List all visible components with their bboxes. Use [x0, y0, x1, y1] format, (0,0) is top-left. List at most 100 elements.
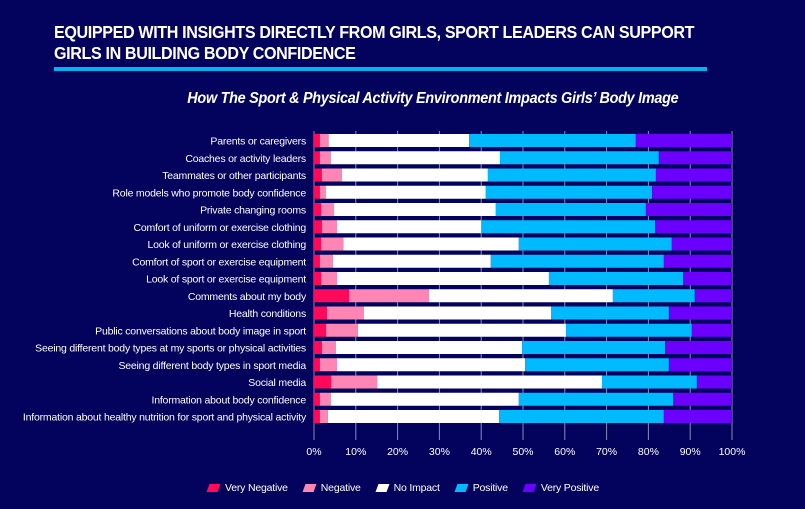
bar-segment-very-negative [314, 254, 320, 268]
bar-row [314, 306, 732, 320]
bar-segment-very-negative [314, 134, 320, 147]
bar-segment-very-positive [671, 237, 732, 251]
bar-segment-positive [490, 254, 664, 268]
bar-segment-positive [522, 341, 666, 354]
bar-segment-very-negative [314, 272, 322, 285]
legend-swatch [302, 484, 317, 492]
bar-segment-very-negative [314, 168, 322, 182]
legend-item: Negative [302, 482, 361, 494]
legend-label: Negative [320, 482, 361, 494]
bar-segment-very-positive [694, 289, 732, 303]
category-label: Comfort of sport or exercise equipment [132, 256, 306, 268]
headline: EQUIPPED WITH INSIGHTS DIRECTLY FROM GIR… [54, 22, 695, 64]
bar-segment-negative [319, 358, 337, 372]
category-label: Seeing different body types at my sports… [35, 343, 306, 355]
bar-segment-very-positive [668, 306, 732, 320]
bar-segment-negative [319, 151, 331, 165]
bar-segment-no-impact [363, 306, 552, 320]
bar-segment-very-negative [314, 375, 332, 389]
bar-segment-negative [321, 168, 343, 182]
bar-segment-very-positive [655, 168, 732, 182]
bar-segment-negative [319, 185, 326, 199]
legend: Very Negative Negative No Impact Positive Ve… [0, 482, 805, 494]
bar-segment-negative [326, 306, 364, 320]
bar-segment-negative [319, 134, 329, 147]
x-tick-label: 100% [719, 446, 746, 458]
bar-segment-no-impact [330, 392, 519, 406]
bar-segment-positive [495, 203, 646, 216]
bar-segment-no-impact [335, 341, 523, 354]
bar-segment-very-positive [635, 134, 732, 147]
bar-segment-very-positive [663, 410, 732, 423]
x-tick-label: 20% [387, 446, 408, 458]
x-tick-label: 40% [471, 446, 492, 458]
x-tick-label: 70% [596, 446, 617, 458]
category-label: Information about healthy nutrition for … [23, 412, 307, 424]
legend-swatch [454, 484, 469, 492]
bar-segment-very-positive [673, 392, 732, 406]
bar-segment-no-impact [357, 323, 567, 337]
bar-segment-no-impact [325, 185, 486, 199]
category-label: Comments about my body [188, 291, 307, 303]
bar-segment-negative [319, 254, 333, 268]
bar-segment-no-impact [336, 358, 526, 372]
bar-segment-very-negative [314, 323, 327, 337]
headline-line-1: EQUIPPED WITH INSIGHTS DIRECTLY FROM GIR… [54, 22, 695, 42]
bar-row [314, 375, 732, 389]
bar-segment-positive [481, 220, 656, 234]
bar-row [314, 203, 732, 216]
chart-title: How The Sport & Physical Activity Enviro… [186, 90, 679, 107]
category-label: Comfort of uniform or exercise clothing [133, 222, 306, 234]
bar-row [314, 341, 732, 354]
legend-item: No Impact [375, 482, 440, 494]
bar-segment-very-negative [314, 220, 322, 234]
x-tick-label: 90% [680, 446, 701, 458]
legend-label: No Impact [393, 482, 440, 494]
bar-segment-very-positive [668, 358, 732, 372]
bar-segment-very-negative [314, 358, 320, 372]
chart-title-container: How The Sport & Physical Activity Enviro… [0, 90, 805, 108]
bar-row [314, 220, 732, 234]
bar-segment-very-negative [314, 410, 320, 423]
legend-label: Positive [472, 482, 508, 494]
category-label: Look of sport or exercise equipment [146, 274, 306, 286]
bar-segment-positive [612, 289, 695, 303]
x-tick-label: 60% [554, 446, 575, 458]
category-label: Coaches or activity leaders [185, 153, 306, 165]
bar-segment-very-positive [658, 151, 732, 165]
bar-row [314, 237, 732, 251]
bar-segment-negative [331, 375, 378, 389]
bar-segment-very-negative [314, 289, 350, 303]
bar-segment-no-impact [334, 203, 496, 216]
bar-segment-no-impact [327, 410, 500, 423]
bar-segment-negative [321, 272, 337, 285]
legend-label: Very Positive [540, 482, 599, 494]
bar-segment-positive [525, 358, 669, 372]
bar-segment-no-impact [328, 134, 470, 147]
category-label: Seeing different body types in sport med… [118, 360, 306, 372]
bar-segment-no-impact [342, 168, 488, 182]
bar-segment-no-impact [336, 220, 482, 234]
bar-segment-very-positive [696, 375, 732, 389]
bar-segment-very-positive [691, 323, 732, 337]
bar-segment-positive [602, 375, 697, 389]
category-label: Private changing rooms [200, 205, 306, 217]
legend-swatch [206, 484, 221, 492]
bar-segment-positive [485, 185, 653, 199]
bar-segment-positive [469, 134, 636, 147]
legend-label: Very Negative [225, 482, 288, 494]
legend-swatch [375, 484, 390, 492]
bar-row [314, 151, 732, 165]
bar-segment-very-negative [314, 237, 322, 251]
bar-segment-positive [566, 323, 692, 337]
bar-segment-negative [349, 289, 429, 303]
bar-segment-positive [551, 306, 669, 320]
bar-segment-negative [321, 341, 336, 354]
bar-row [314, 323, 732, 337]
category-label: Information about body confidence [151, 394, 306, 406]
bar-segment-very-positive [683, 272, 732, 285]
bar-segment-very-positive [645, 203, 732, 216]
x-tick-label: 0% [306, 446, 321, 458]
bar-segment-no-impact [343, 237, 519, 251]
